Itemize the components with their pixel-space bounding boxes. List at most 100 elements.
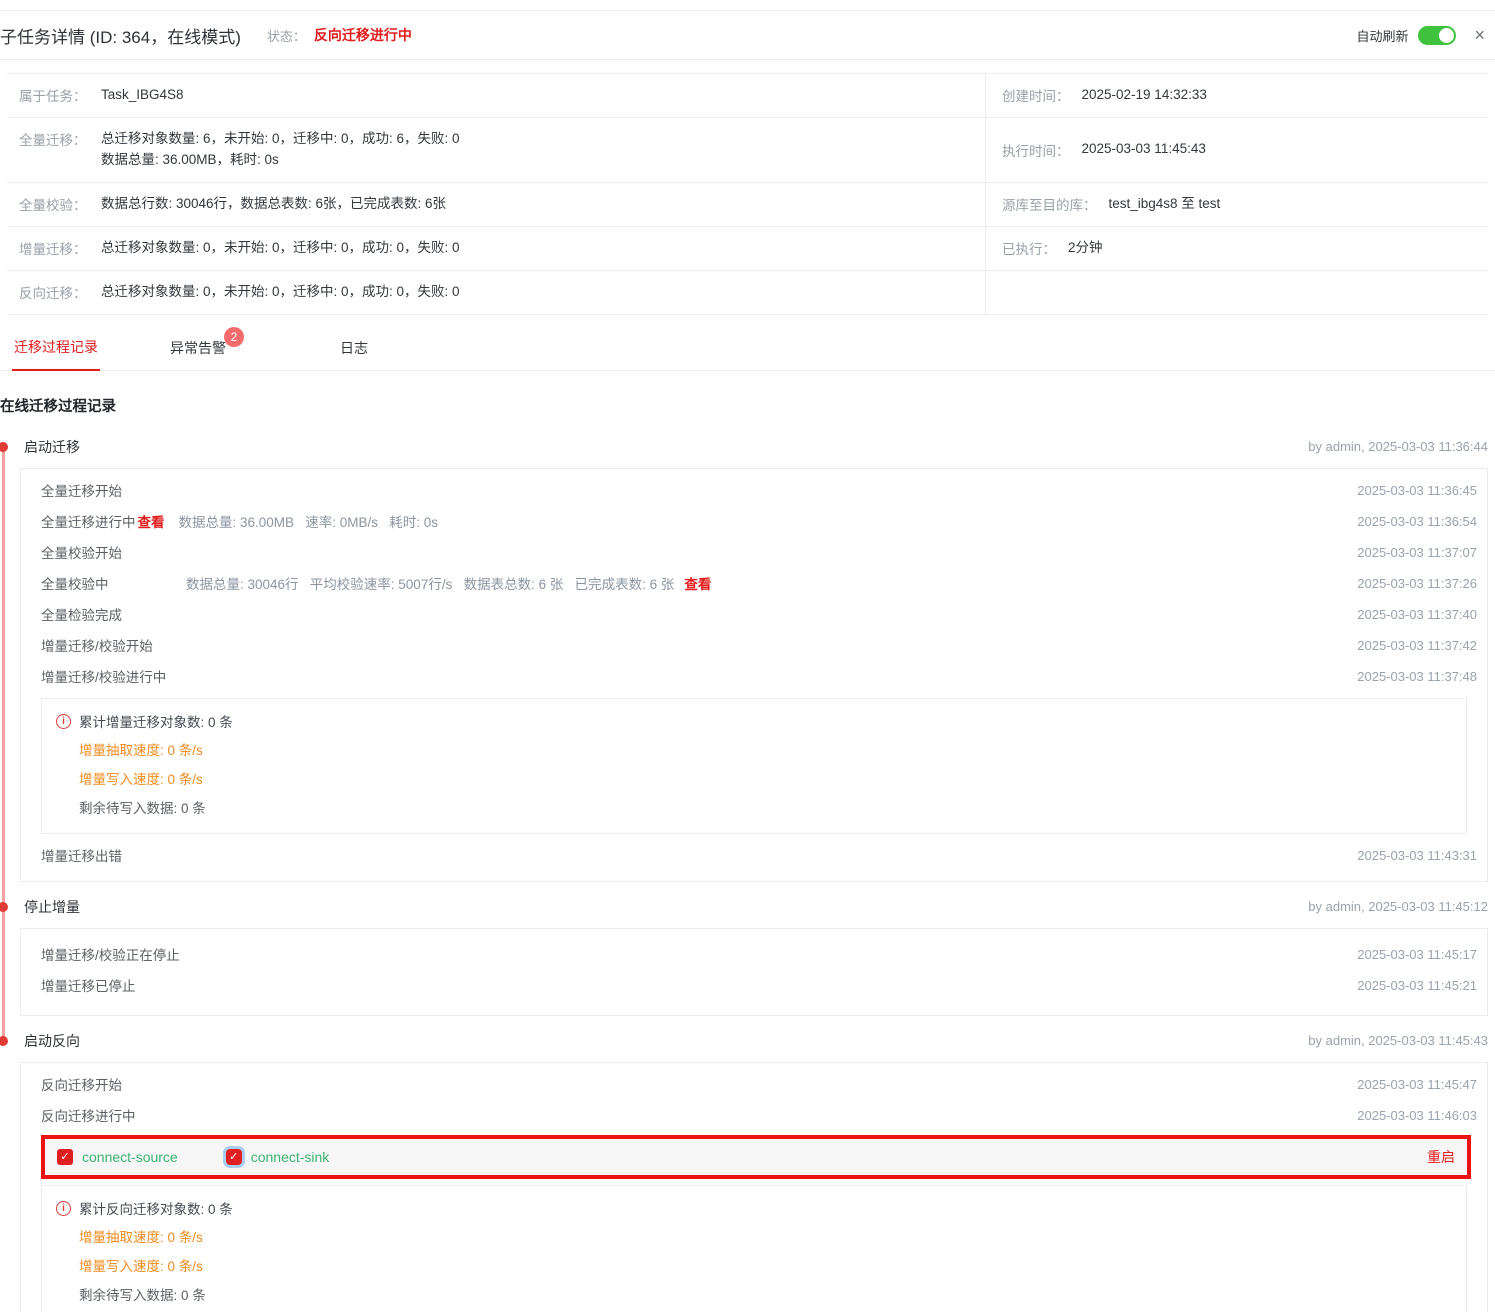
list-item: 全量检验完成 2025-03-03 11:37:40 — [41, 599, 1477, 630]
stats-row: 增量写入速度: 0 条/s — [79, 771, 203, 787]
info-label: 全量迁移： — [19, 132, 87, 148]
status-label: 状态： — [266, 28, 306, 44]
tab-label: 迁移过程记录 — [14, 338, 98, 355]
close-icon[interactable]: × — [1474, 25, 1485, 45]
info-label: 执行时间： — [1002, 143, 1070, 159]
connector-status-row: connect-source connect-sink 重启 — [41, 1134, 1471, 1179]
restart-link[interactable]: 重启 — [1427, 1148, 1455, 1165]
page-title: 子任务详情 (ID: 364，在线模式) — [0, 27, 241, 47]
info-value: Task_IBG4S8 — [101, 87, 184, 102]
connect-sink-checkbox[interactable] — [225, 1148, 242, 1165]
info-value: test_ibg4s8 至 test — [1108, 195, 1221, 211]
incremental-stats-box: i 累计增量迁移对象数: 0 条 增量抽取速度: 0 条/s 增量写入速度: 0… — [41, 697, 1467, 834]
item-time: 2025-03-03 11:37:07 — [1357, 544, 1477, 560]
item-time: 2025-03-03 11:46:03 — [1357, 1107, 1477, 1123]
info-label: 全量校验： — [19, 198, 87, 214]
item-time: 2025-03-03 11:45:21 — [1357, 977, 1477, 993]
toggle-knob — [1439, 27, 1455, 43]
view-link[interactable]: 查看 — [137, 515, 165, 531]
list-item: 全量校验中 数据总量: 30046行 平均校验速率: 5007行/s 数据表总数… — [41, 568, 1477, 599]
list-item: 增量迁移/校验开始 2025-03-03 11:37:42 — [41, 630, 1477, 661]
info-label: 增量迁移： — [19, 242, 87, 258]
list-item: 反向迁移进行中 2025-03-03 11:46:03 — [41, 1100, 1477, 1131]
stats-row: 增量抽取速度: 0 条/s — [79, 742, 203, 758]
info-value: 数据总行数: 30046行，数据总表数: 6张，已完成表数: 6张 — [101, 195, 447, 211]
timeline-group-header: 启动反向 by admin, 2025-03-03 11:45:43 — [0, 1026, 1495, 1056]
list-item: 全量迁移开始 2025-03-03 11:36:45 — [41, 475, 1477, 506]
item-time: 2025-03-03 11:36:45 — [1357, 482, 1477, 498]
list-item: 反向迁移开始 2025-03-03 11:45:47 — [41, 1069, 1477, 1100]
item-label: 增量迁移/校验进行中 — [41, 670, 167, 686]
tab-logs[interactable]: 日志 — [338, 328, 370, 370]
info-label: 反向迁移： — [19, 286, 87, 302]
auto-refresh-label: 自动刷新 — [1356, 28, 1409, 44]
status-value: 反向迁移进行中 — [313, 27, 412, 43]
info-value: 2分钟 — [1068, 239, 1103, 255]
tab-alerts[interactable]: 异常告警 2 — [168, 326, 244, 370]
info-value: 总迁移对象数量: 0，未开始: 0，迁移中: 0，成功: 0，失败: 0 — [101, 283, 460, 299]
table-row: 反向迁移： 总迁移对象数量: 0，未开始: 0，迁移中: 0，成功: 0，失败:… — [7, 270, 1488, 315]
tab-migration-process[interactable]: 迁移过程记录 — [12, 327, 100, 371]
item-time: 2025-03-03 11:37:40 — [1357, 606, 1477, 622]
item-label: 增量迁移出错 — [41, 849, 122, 865]
timeline-group-meta: by admin, 2025-03-03 11:45:43 — [1308, 1033, 1488, 1049]
table-row: 属于任务： Task_IBG4S8 创建时间： 2025-02-19 14:32… — [7, 74, 1488, 118]
stats-head: i 累计增量迁移对象数: 0 条 — [56, 707, 1452, 736]
item-label: 反向迁移进行中 — [41, 1109, 136, 1125]
connect-source-label: connect-source — [82, 1148, 178, 1165]
stats-row: 增量写入速度: 0 条/s — [79, 1258, 203, 1274]
list-item: 增量迁移/校验正在停止 2025-03-03 11:45:17 — [41, 939, 1477, 970]
item-time: 2025-03-03 11:37:48 — [1357, 668, 1477, 684]
table-row: 增量迁移： 总迁移对象数量: 0，未开始: 0，迁移中: 0，成功: 0，失败:… — [7, 226, 1488, 271]
item-detail: 数据总量: 36.00MB 速率: 0MB/s 耗时: 0s — [178, 515, 439, 531]
timeline-group-box: 全量迁移开始 2025-03-03 11:36:45 全量迁移进行中 查看 数据… — [20, 467, 1488, 882]
item-label: 增量迁移/校验正在停止 — [41, 948, 180, 964]
migration-timeline: 启动迁移 by admin, 2025-03-03 11:36:44 全量迁移开… — [0, 432, 1495, 1312]
timeline-dot-icon — [0, 901, 8, 912]
reverse-stats-box: i 累计反向迁移对象数: 0 条 增量抽取速度: 0 条/s 增量写入速度: 0… — [41, 1184, 1467, 1312]
view-link[interactable]: 查看 — [684, 577, 712, 593]
info-icon: i — [56, 713, 71, 729]
info-label: 源库至目的库： — [1002, 198, 1097, 214]
timeline-group-meta: by admin, 2025-03-03 11:45:12 — [1308, 899, 1488, 915]
top-divider — [0, 10, 1495, 11]
list-item: 全量迁移进行中 查看 数据总量: 36.00MB 速率: 0MB/s 耗时: 0… — [41, 506, 1477, 537]
info-value: 总迁移对象数量: 0，未开始: 0，迁移中: 0，成功: 0，失败: 0 — [101, 239, 460, 255]
timeline-line — [2, 447, 5, 1038]
table-row: 全量校验： 数据总行数: 30046行，数据总表数: 6张，已完成表数: 6张 … — [7, 182, 1488, 227]
list-item: 增量迁移/校验进行中 2025-03-03 11:37:48 — [41, 661, 1477, 692]
info-value: 2025-03-03 11:45:43 — [1081, 141, 1206, 157]
tab-bar: 迁移过程记录 异常告警 2 日志 — [0, 326, 1495, 371]
tab-label: 日志 — [340, 339, 368, 356]
item-time: 2025-03-03 11:45:17 — [1357, 946, 1477, 962]
item-time: 2025-03-03 11:37:42 — [1357, 637, 1477, 653]
timeline-group-header: 启动迁移 by admin, 2025-03-03 11:36:44 — [0, 432, 1495, 462]
info-label: 创建时间： — [1002, 89, 1070, 105]
timeline-dot-icon — [0, 1035, 8, 1046]
item-time: 2025-03-03 11:37:26 — [1357, 575, 1477, 591]
list-item: 增量迁移出错 2025-03-03 11:43:31 — [41, 840, 1477, 871]
timeline-group-title: 启动反向 — [24, 1032, 80, 1049]
item-time: 2025-03-03 11:36:54 — [1357, 513, 1477, 529]
info-icon: i — [56, 1200, 71, 1216]
timeline-group-box: 反向迁移开始 2025-03-03 11:45:47 反向迁移进行中 2025-… — [20, 1061, 1488, 1312]
item-detail: 数据总量: 30046行 平均校验速率: 5007行/s 数据表总数: 6 张 … — [186, 577, 675, 593]
connect-sink-label: connect-sink — [250, 1148, 330, 1165]
alert-count-badge: 2 — [224, 326, 244, 347]
info-value: 总迁移对象数量: 6，未开始: 0，迁移中: 0，成功: 6，失败: 0 数据总… — [101, 130, 460, 167]
stats-head-text: 累计反向迁移对象数: 0 条 — [79, 1202, 233, 1218]
timeline-dot-icon — [0, 441, 8, 452]
connect-source-checkbox[interactable] — [57, 1148, 73, 1165]
stats-head: i 累计反向迁移对象数: 0 条 — [56, 1194, 1452, 1223]
item-label: 全量检验完成 — [41, 608, 122, 624]
auto-refresh-toggle[interactable] — [1418, 25, 1457, 45]
stats-row: 剩余待写入数据: 0 条 — [79, 800, 206, 816]
timeline-group-title: 停止增量 — [24, 898, 80, 915]
timeline-group-meta: by admin, 2025-03-03 11:36:44 — [1308, 439, 1488, 455]
section-title: 在线迁移过程记录 — [0, 398, 116, 415]
list-item: 增量迁移已停止 2025-03-03 11:45:21 — [41, 970, 1477, 1001]
item-label: 增量迁移/校验开始 — [41, 639, 153, 655]
tab-label: 异常告警 — [170, 339, 226, 356]
item-label: 全量校验开始 — [41, 546, 122, 562]
info-label: 已执行： — [1002, 242, 1056, 258]
